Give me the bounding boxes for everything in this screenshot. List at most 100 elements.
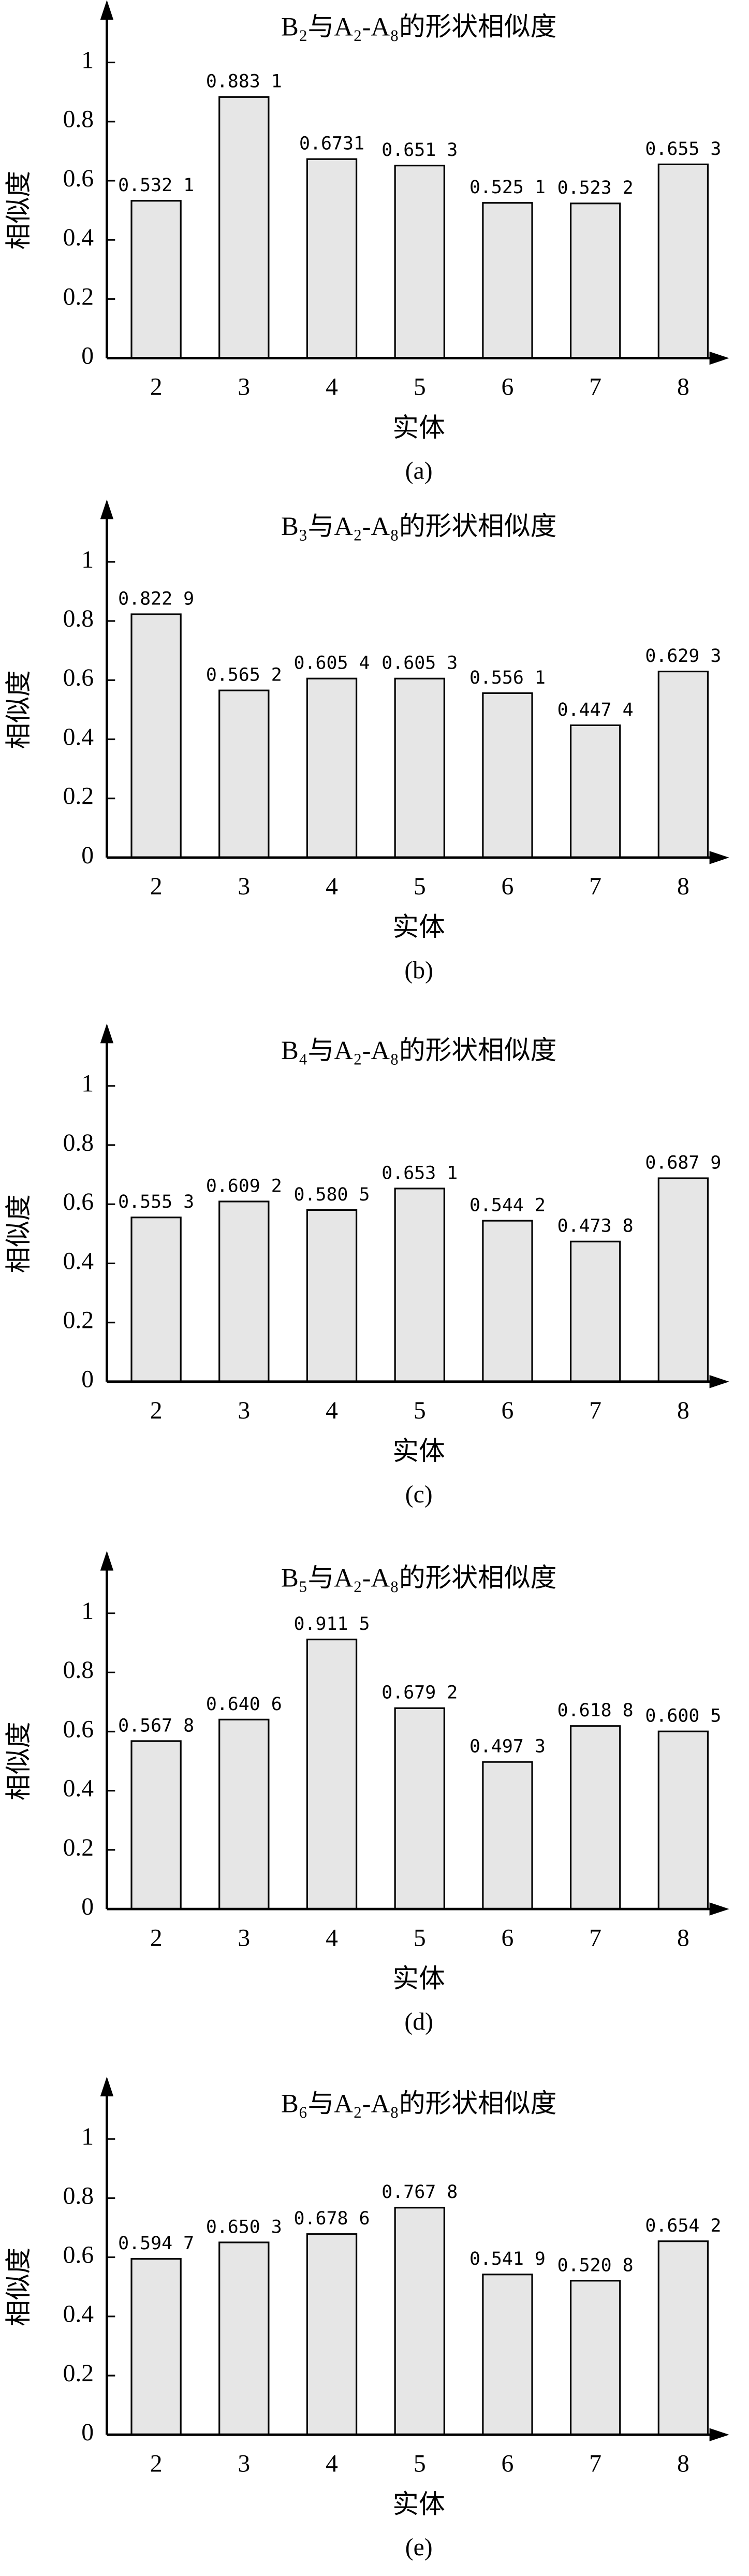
- y-tick-label: 1: [81, 1070, 94, 1097]
- value-label: 0.544 2: [469, 1195, 546, 1216]
- y-tick-label: 0.4: [63, 723, 94, 750]
- x-tick-label: 8: [677, 2450, 689, 2477]
- x-axis-label: 实体: [392, 1437, 445, 1466]
- value-label: 0.629 3: [645, 646, 721, 667]
- bar: [394, 165, 445, 359]
- bar: [130, 1740, 182, 1910]
- caption: (e): [405, 2534, 433, 2561]
- value-label: 0.520 8: [557, 2255, 634, 2276]
- bar: [306, 1639, 358, 1910]
- x-axis-arrow: [709, 351, 729, 365]
- x-tick-label: 8: [677, 873, 689, 900]
- y-tick-label: 0: [81, 1366, 94, 1393]
- x-tick-label: 5: [414, 1924, 426, 1951]
- x-tick-label: 3: [238, 1924, 250, 1951]
- y-tick-label: 0.2: [63, 2360, 94, 2387]
- x-tick-label: 6: [502, 1924, 514, 1951]
- value-label: 0.655 3: [645, 139, 721, 160]
- value-label: 0.653 1: [381, 1163, 458, 1183]
- y-tick-label: 0.6: [63, 1189, 94, 1215]
- value-label: 0.6731: [299, 134, 364, 154]
- x-tick-label: 4: [326, 2450, 338, 2477]
- y-axis-arrow: [100, 499, 114, 519]
- bar: [130, 2258, 182, 2436]
- value-label: 0.523 2: [557, 178, 634, 198]
- y-tick-label: 0.2: [63, 1307, 94, 1334]
- bar: [482, 692, 533, 859]
- value-label: 0.822 9: [118, 588, 194, 609]
- bar: [130, 613, 182, 859]
- value-label: 0.447 4: [557, 700, 634, 720]
- x-tick-label: 7: [589, 873, 601, 900]
- y-tick-label: 0.6: [63, 165, 94, 192]
- y-tick-label: 0.6: [63, 664, 94, 691]
- bar: [657, 670, 709, 859]
- value-label: 0.883 1: [206, 71, 282, 92]
- value-label: 0.640 6: [206, 1694, 282, 1715]
- chart-title: B₅与A₂-A₈的形状相似度: [281, 1563, 556, 1592]
- x-tick-label: 2: [150, 873, 163, 900]
- chart-title: B₄与A₂-A₈的形状相似度: [281, 1036, 556, 1065]
- chart-title: B₆与A₂-A₈的形状相似度: [281, 2089, 556, 2118]
- y-axis-label: 相似度: [4, 171, 33, 250]
- bar: [569, 1240, 621, 1383]
- bar: [482, 2274, 533, 2436]
- x-axis-label: 实体: [392, 913, 445, 942]
- x-tick-label: 8: [677, 1924, 689, 1951]
- y-tick-label: 0.8: [63, 1130, 94, 1156]
- bar: [218, 689, 270, 859]
- value-label: 0.556 1: [469, 668, 546, 688]
- x-axis-label: 实体: [392, 2490, 445, 2519]
- value-label: 0.678 6: [294, 2208, 370, 2229]
- x-tick-label: 8: [677, 1397, 689, 1424]
- x-axis-arrow: [709, 1375, 729, 1388]
- value-label: 0.525 1: [469, 177, 546, 198]
- y-axis-arrow: [100, 0, 114, 20]
- value-label: 0.594 7: [118, 2233, 194, 2254]
- y-axis-arrow: [100, 2076, 114, 2096]
- x-tick-label: 6: [502, 2450, 514, 2477]
- value-label: 0.567 8: [118, 1715, 194, 1736]
- y-tick-label: 0: [81, 1893, 94, 1920]
- value-label: 0.651 3: [381, 140, 458, 161]
- y-axis-label: 相似度: [4, 670, 33, 749]
- chart-title: B₃与A₂-A₈的形状相似度: [281, 512, 556, 541]
- caption: (b): [404, 957, 433, 984]
- x-tick-label: 7: [589, 1397, 601, 1424]
- value-label: 0.687 9: [645, 1152, 721, 1173]
- y-tick-label: 0.8: [63, 1657, 94, 1684]
- x-axis-arrow: [709, 851, 729, 864]
- value-label: 0.654 2: [645, 2216, 721, 2236]
- bar: [482, 1761, 533, 1910]
- x-tick-label: 2: [150, 374, 163, 401]
- y-tick-label: 0.2: [63, 283, 94, 310]
- bar: [569, 724, 621, 859]
- x-tick-label: 6: [502, 1397, 514, 1424]
- y-tick-label: 0.2: [63, 1834, 94, 1861]
- x-tick-label: 7: [589, 374, 601, 401]
- bar: [657, 163, 709, 359]
- y-tick-label: 0.8: [63, 2182, 94, 2209]
- bar: [130, 200, 182, 359]
- y-axis-arrow: [100, 1551, 114, 1571]
- bar: [394, 1707, 445, 1910]
- bar: [569, 202, 621, 359]
- x-tick-label: 3: [238, 2450, 250, 2477]
- x-tick-label: 4: [326, 1397, 338, 1424]
- bar: [657, 1177, 709, 1383]
- y-tick-label: 0.8: [63, 605, 94, 632]
- x-tick-label: 2: [150, 1924, 163, 1951]
- value-label: 0.605 3: [381, 653, 458, 674]
- y-axis-label: 相似度: [4, 1194, 33, 1273]
- value-label: 0.605 4: [294, 653, 370, 674]
- bar: [306, 2233, 358, 2436]
- bar: [569, 1725, 621, 1910]
- y-tick-label: 0.4: [63, 1775, 94, 1802]
- y-tick-label: 0.8: [63, 106, 94, 133]
- bar: [394, 677, 445, 859]
- y-tick-label: 0.4: [63, 2301, 94, 2328]
- x-tick-label: 5: [414, 1397, 426, 1424]
- y-axis-label: 相似度: [4, 1721, 33, 1800]
